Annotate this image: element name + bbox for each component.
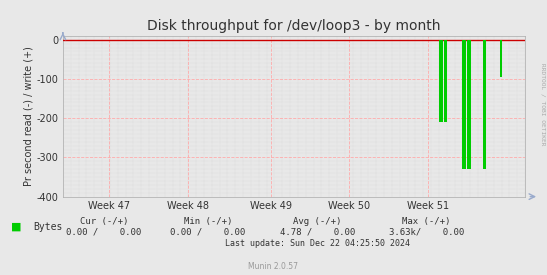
Text: RRDTOOL / TOBI OETIKER: RRDTOOL / TOBI OETIKER	[541, 63, 546, 146]
Text: 4.78 /    0.00: 4.78 / 0.00	[280, 228, 355, 237]
Bar	[483, 40, 486, 169]
Y-axis label: Pr second read (-) / write (+): Pr second read (-) / write (+)	[24, 46, 33, 186]
Bar	[462, 40, 466, 169]
Text: 0.00 /    0.00: 0.00 / 0.00	[66, 228, 142, 237]
Text: 0.00 /    0.00: 0.00 / 0.00	[170, 228, 246, 237]
Text: Last update: Sun Dec 22 04:25:50 2024: Last update: Sun Dec 22 04:25:50 2024	[225, 239, 410, 248]
Title: Disk throughput for /dev/loop3 - by month: Disk throughput for /dev/loop3 - by mont…	[147, 19, 441, 33]
Bar	[444, 40, 447, 122]
Text: Min (-/+): Min (-/+)	[184, 217, 232, 226]
Bar	[500, 40, 503, 77]
Text: Max (-/+): Max (-/+)	[403, 217, 451, 226]
Bar	[439, 40, 443, 122]
Text: Bytes: Bytes	[33, 222, 62, 232]
Text: Munin 2.0.57: Munin 2.0.57	[248, 262, 299, 271]
Text: ■: ■	[11, 222, 21, 232]
Text: 3.63k/    0.00: 3.63k/ 0.00	[389, 228, 464, 237]
Text: Cur (-/+): Cur (-/+)	[80, 217, 128, 226]
Text: Avg (-/+): Avg (-/+)	[293, 217, 341, 226]
Bar	[467, 40, 470, 169]
